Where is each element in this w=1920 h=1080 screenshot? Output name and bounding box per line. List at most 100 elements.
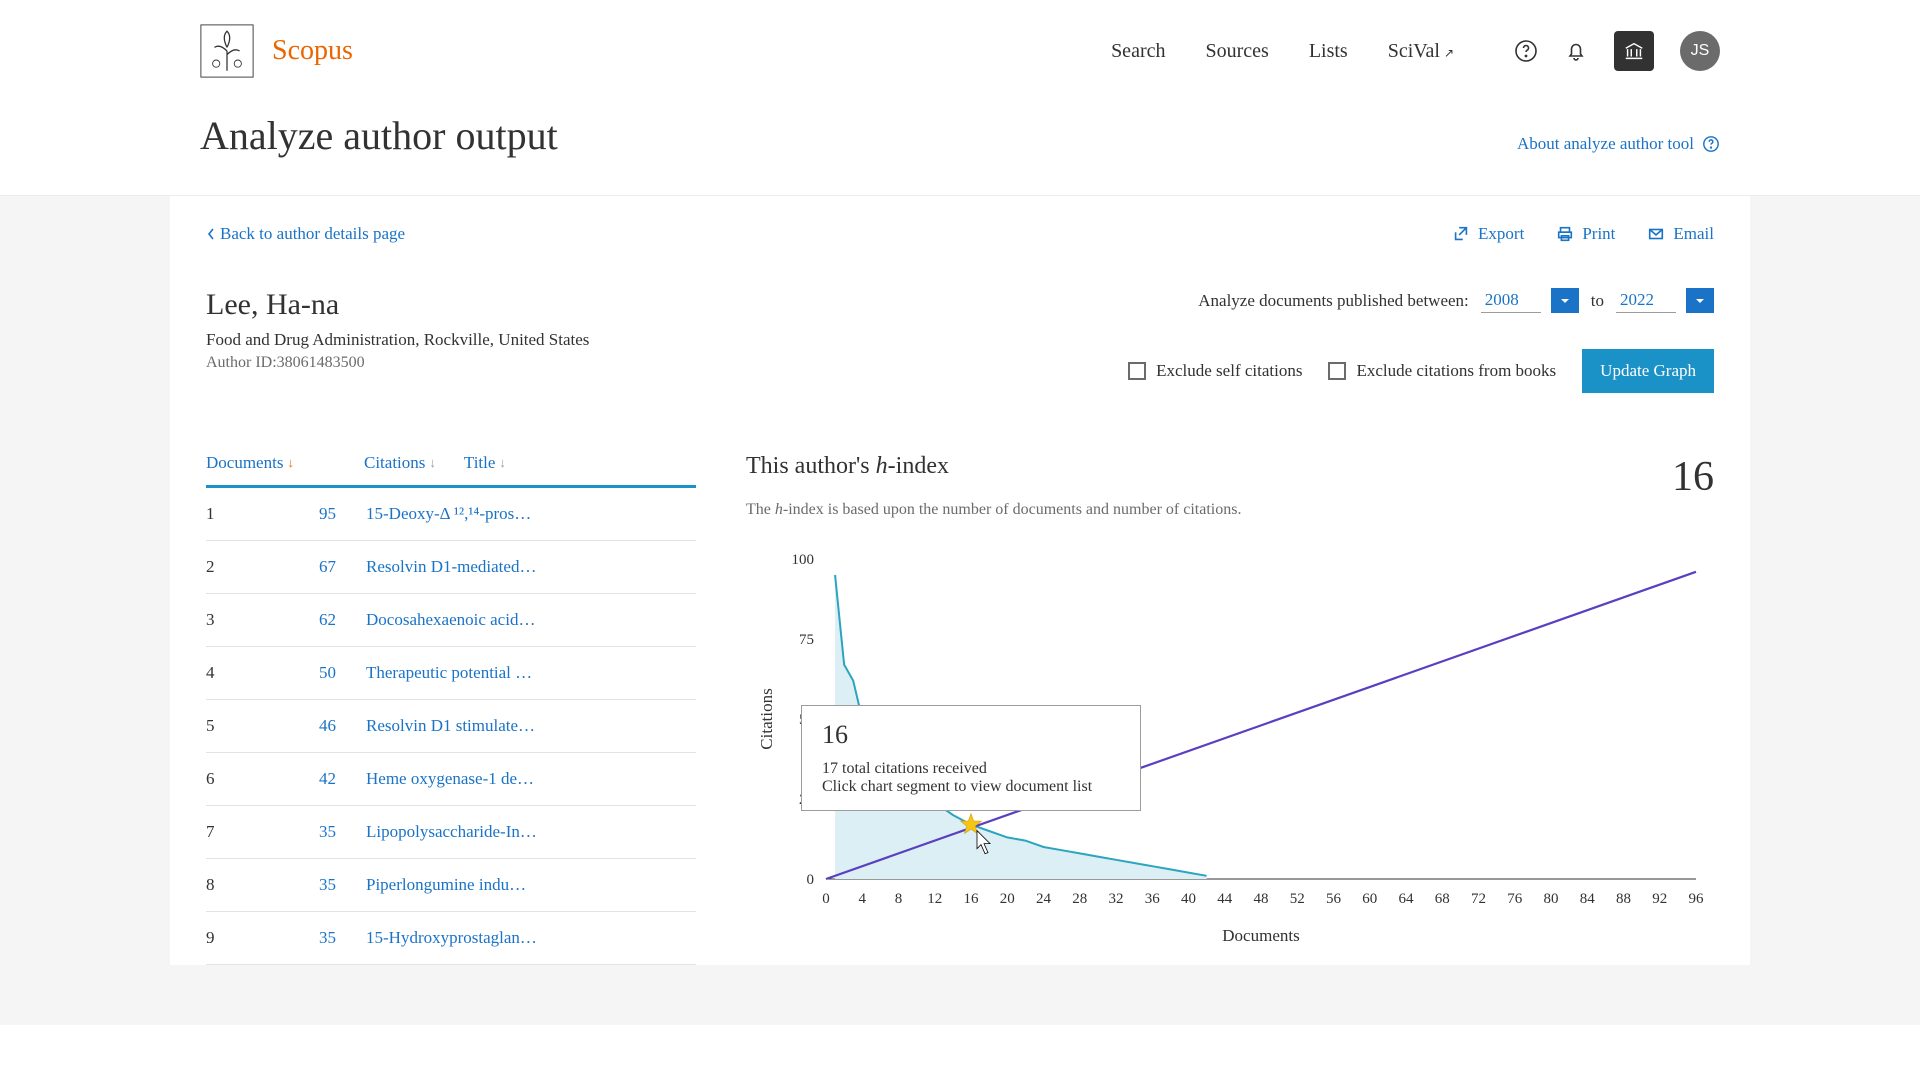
row-title[interactable]: Docosahexaenoic acid…: [336, 610, 696, 630]
site-header: Scopus Search Sources Lists SciVal↗ JS: [0, 0, 1920, 102]
nav-lists[interactable]: Lists: [1309, 40, 1348, 63]
row-rank: 5: [206, 716, 246, 736]
row-citations[interactable]: 67: [246, 557, 336, 577]
chevron-down-icon: [1693, 294, 1707, 308]
email-action[interactable]: Email: [1647, 224, 1714, 244]
email-label: Email: [1673, 224, 1714, 244]
h-index-title: This author's h-index: [746, 453, 949, 479]
h-index-value: 16: [1672, 453, 1714, 501]
row-rank: 3: [206, 610, 246, 630]
row-title[interactable]: Heme oxygenase-1 de…: [336, 769, 696, 789]
col-citations-label: Citations: [364, 453, 425, 473]
update-graph-button[interactable]: Update Graph: [1582, 349, 1714, 393]
institution-icon: [1623, 40, 1645, 62]
svg-text:75: 75: [799, 632, 814, 648]
h-index-heading-row: 16 This author's h-index: [746, 453, 1714, 480]
row-rank: 7: [206, 822, 246, 842]
svg-text:0: 0: [822, 891, 830, 907]
exclude-self-label: Exclude self citations: [1156, 361, 1302, 381]
bell-icon[interactable]: [1564, 39, 1588, 63]
year-from-box: [1481, 288, 1579, 313]
row-title[interactable]: Therapeutic potential …: [336, 663, 696, 683]
row-citations[interactable]: 62: [246, 610, 336, 630]
table-row: 450Therapeutic potential …: [206, 647, 696, 700]
col-documents-label: Documents: [206, 453, 283, 473]
about-tool-label: About analyze author tool: [1517, 134, 1694, 154]
body-columns: Documents ↓ Citations ↓ Title ↓ 19515-De…: [206, 453, 1714, 965]
svg-text:12: 12: [927, 891, 942, 907]
author-id: Author ID:38061483500: [206, 354, 589, 372]
svg-text:48: 48: [1254, 891, 1269, 907]
help-icon[interactable]: [1514, 39, 1538, 63]
svg-text:88: 88: [1616, 891, 1631, 907]
svg-text:52: 52: [1290, 891, 1305, 907]
main-stage: Back to author details page Export Print…: [0, 196, 1920, 1025]
about-tool-link[interactable]: About analyze author tool: [1517, 134, 1720, 154]
year-to-input[interactable]: [1616, 288, 1676, 313]
h-index-subtitle: The h-index is based upon the number of …: [746, 501, 1714, 519]
author-name: Lee, Ha-na: [206, 288, 589, 322]
checkbox-box: [1128, 362, 1146, 380]
svg-text:60: 60: [1362, 891, 1377, 907]
controls-block: Analyze documents published between: to: [1128, 288, 1714, 393]
back-link[interactable]: Back to author details page: [206, 224, 405, 244]
header-icons: JS: [1514, 31, 1720, 71]
primary-nav: Search Sources Lists SciVal↗: [1111, 40, 1454, 63]
row-title[interactable]: Piperlongumine indu…: [336, 875, 696, 895]
options-row: Exclude self citations Exclude citations…: [1128, 349, 1714, 393]
row-title[interactable]: Lipopolysaccharide-In…: [336, 822, 696, 842]
nav-sources[interactable]: Sources: [1205, 40, 1268, 63]
table-row: 546Resolvin D1 stimulate…: [206, 700, 696, 753]
exclude-books-checkbox[interactable]: Exclude citations from books: [1328, 361, 1556, 381]
row-citations[interactable]: 95: [246, 504, 336, 524]
svg-text:4: 4: [859, 891, 867, 907]
year-from-dropdown[interactable]: [1551, 288, 1579, 313]
row-citations[interactable]: 35: [246, 875, 336, 895]
nav-scival[interactable]: SciVal↗: [1388, 40, 1454, 63]
row-citations[interactable]: 50: [246, 663, 336, 683]
exclude-self-checkbox[interactable]: Exclude self citations: [1128, 361, 1302, 381]
row-title[interactable]: 15-Hydroxyprostaglan…: [336, 928, 696, 948]
row-title[interactable]: 15-Deoxy-Δ ¹²,¹⁴-pros…: [336, 504, 696, 524]
svg-text:Citations: Citations: [757, 688, 776, 749]
export-action[interactable]: Export: [1452, 224, 1524, 244]
row-citations[interactable]: 42: [246, 769, 336, 789]
h-index-title-suffix: -index: [888, 453, 949, 479]
svg-text:76: 76: [1507, 891, 1523, 907]
col-citations[interactable]: Citations ↓: [364, 453, 436, 473]
export-icon: [1452, 225, 1470, 243]
chart-column: 16 This author's h-index The h-index is …: [746, 453, 1714, 965]
brand-name: Scopus: [272, 35, 353, 67]
row-title[interactable]: Resolvin D1 stimulate…: [336, 716, 696, 736]
year-from-input[interactable]: [1481, 288, 1541, 313]
row-citations[interactable]: 35: [246, 928, 336, 948]
sort-desc-icon: ↓: [287, 455, 294, 471]
svg-text:36: 36: [1145, 891, 1161, 907]
to-label: to: [1591, 291, 1604, 311]
svg-text:96: 96: [1689, 891, 1705, 907]
user-avatar[interactable]: JS: [1680, 31, 1720, 71]
row-citations[interactable]: 35: [246, 822, 336, 842]
row-citations[interactable]: 46: [246, 716, 336, 736]
external-link-icon: ↗: [1444, 46, 1454, 60]
h-index-sub-prefix: The: [746, 501, 775, 518]
author-id-label: Author ID:: [206, 354, 277, 371]
col-title[interactable]: Title ↓: [464, 453, 506, 473]
range-label: Analyze documents published between:: [1198, 291, 1469, 311]
nav-search[interactable]: Search: [1111, 40, 1165, 63]
row-title[interactable]: Resolvin D1-mediated…: [336, 557, 696, 577]
tooltip-line2: Click chart segment to view document lis…: [822, 778, 1120, 796]
chevron-down-icon: [1558, 294, 1572, 308]
tooltip-line1: 17 total citations received: [822, 760, 1120, 778]
print-action[interactable]: Print: [1556, 224, 1615, 244]
chart-wrap: 0255075100Citations048121620242832364044…: [746, 549, 1714, 949]
svg-text:40: 40: [1181, 891, 1196, 907]
year-to-dropdown[interactable]: [1686, 288, 1714, 313]
institution-button[interactable]: [1614, 31, 1654, 71]
year-range-row: Analyze documents published between: to: [1128, 288, 1714, 313]
svg-text:100: 100: [792, 552, 815, 568]
h-index-title-h: h: [876, 453, 888, 479]
col-documents[interactable]: Documents ↓: [206, 453, 336, 473]
sort-icon: ↓: [499, 455, 506, 471]
svg-text:84: 84: [1580, 891, 1596, 907]
